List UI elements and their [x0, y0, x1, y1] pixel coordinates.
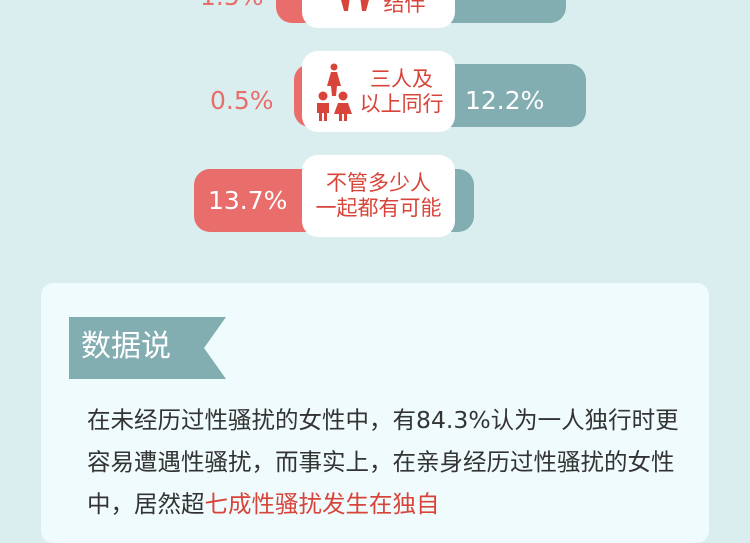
label-box: 结伴 [302, 0, 455, 28]
paragraph-highlight: 七成性骚扰发生在独自 [204, 490, 440, 518]
woman-and-children-icon [316, 63, 352, 121]
card-title: 数据说 [81, 329, 171, 364]
right-value: 12.2% [465, 86, 545, 115]
label-text: 三人及 以上同行 [359, 66, 444, 116]
two-women-icon [340, 0, 369, 11]
label-box: 不管多少人 一起都有可能 [302, 155, 455, 237]
label-text: 不管多少人 一起都有可能 [315, 171, 442, 220]
label-box: 三人及 以上同行 [302, 51, 455, 132]
left-value: 1.5% [200, 0, 264, 12]
title-ribbon: 数据说 [69, 317, 226, 379]
data-insight-card: 数据说 在未经历过性骚扰的女性中，有84.3%认为一人独行时更容易遭遇性骚扰，而… [41, 283, 709, 543]
label-text: 结伴 [383, 0, 426, 16]
left-value: 13.7% [208, 186, 288, 215]
card-paragraph: 在未经历过性骚扰的女性中，有84.3%认为一人独行时更容易遭遇性骚扰，而事实上，… [87, 399, 687, 525]
left-value: 0.5% [210, 86, 274, 115]
paragraph-text: 在未经历过性骚扰的女性中，有84.3%认为一人独行时更容易遭遇性骚扰，而事实上，… [87, 406, 679, 518]
